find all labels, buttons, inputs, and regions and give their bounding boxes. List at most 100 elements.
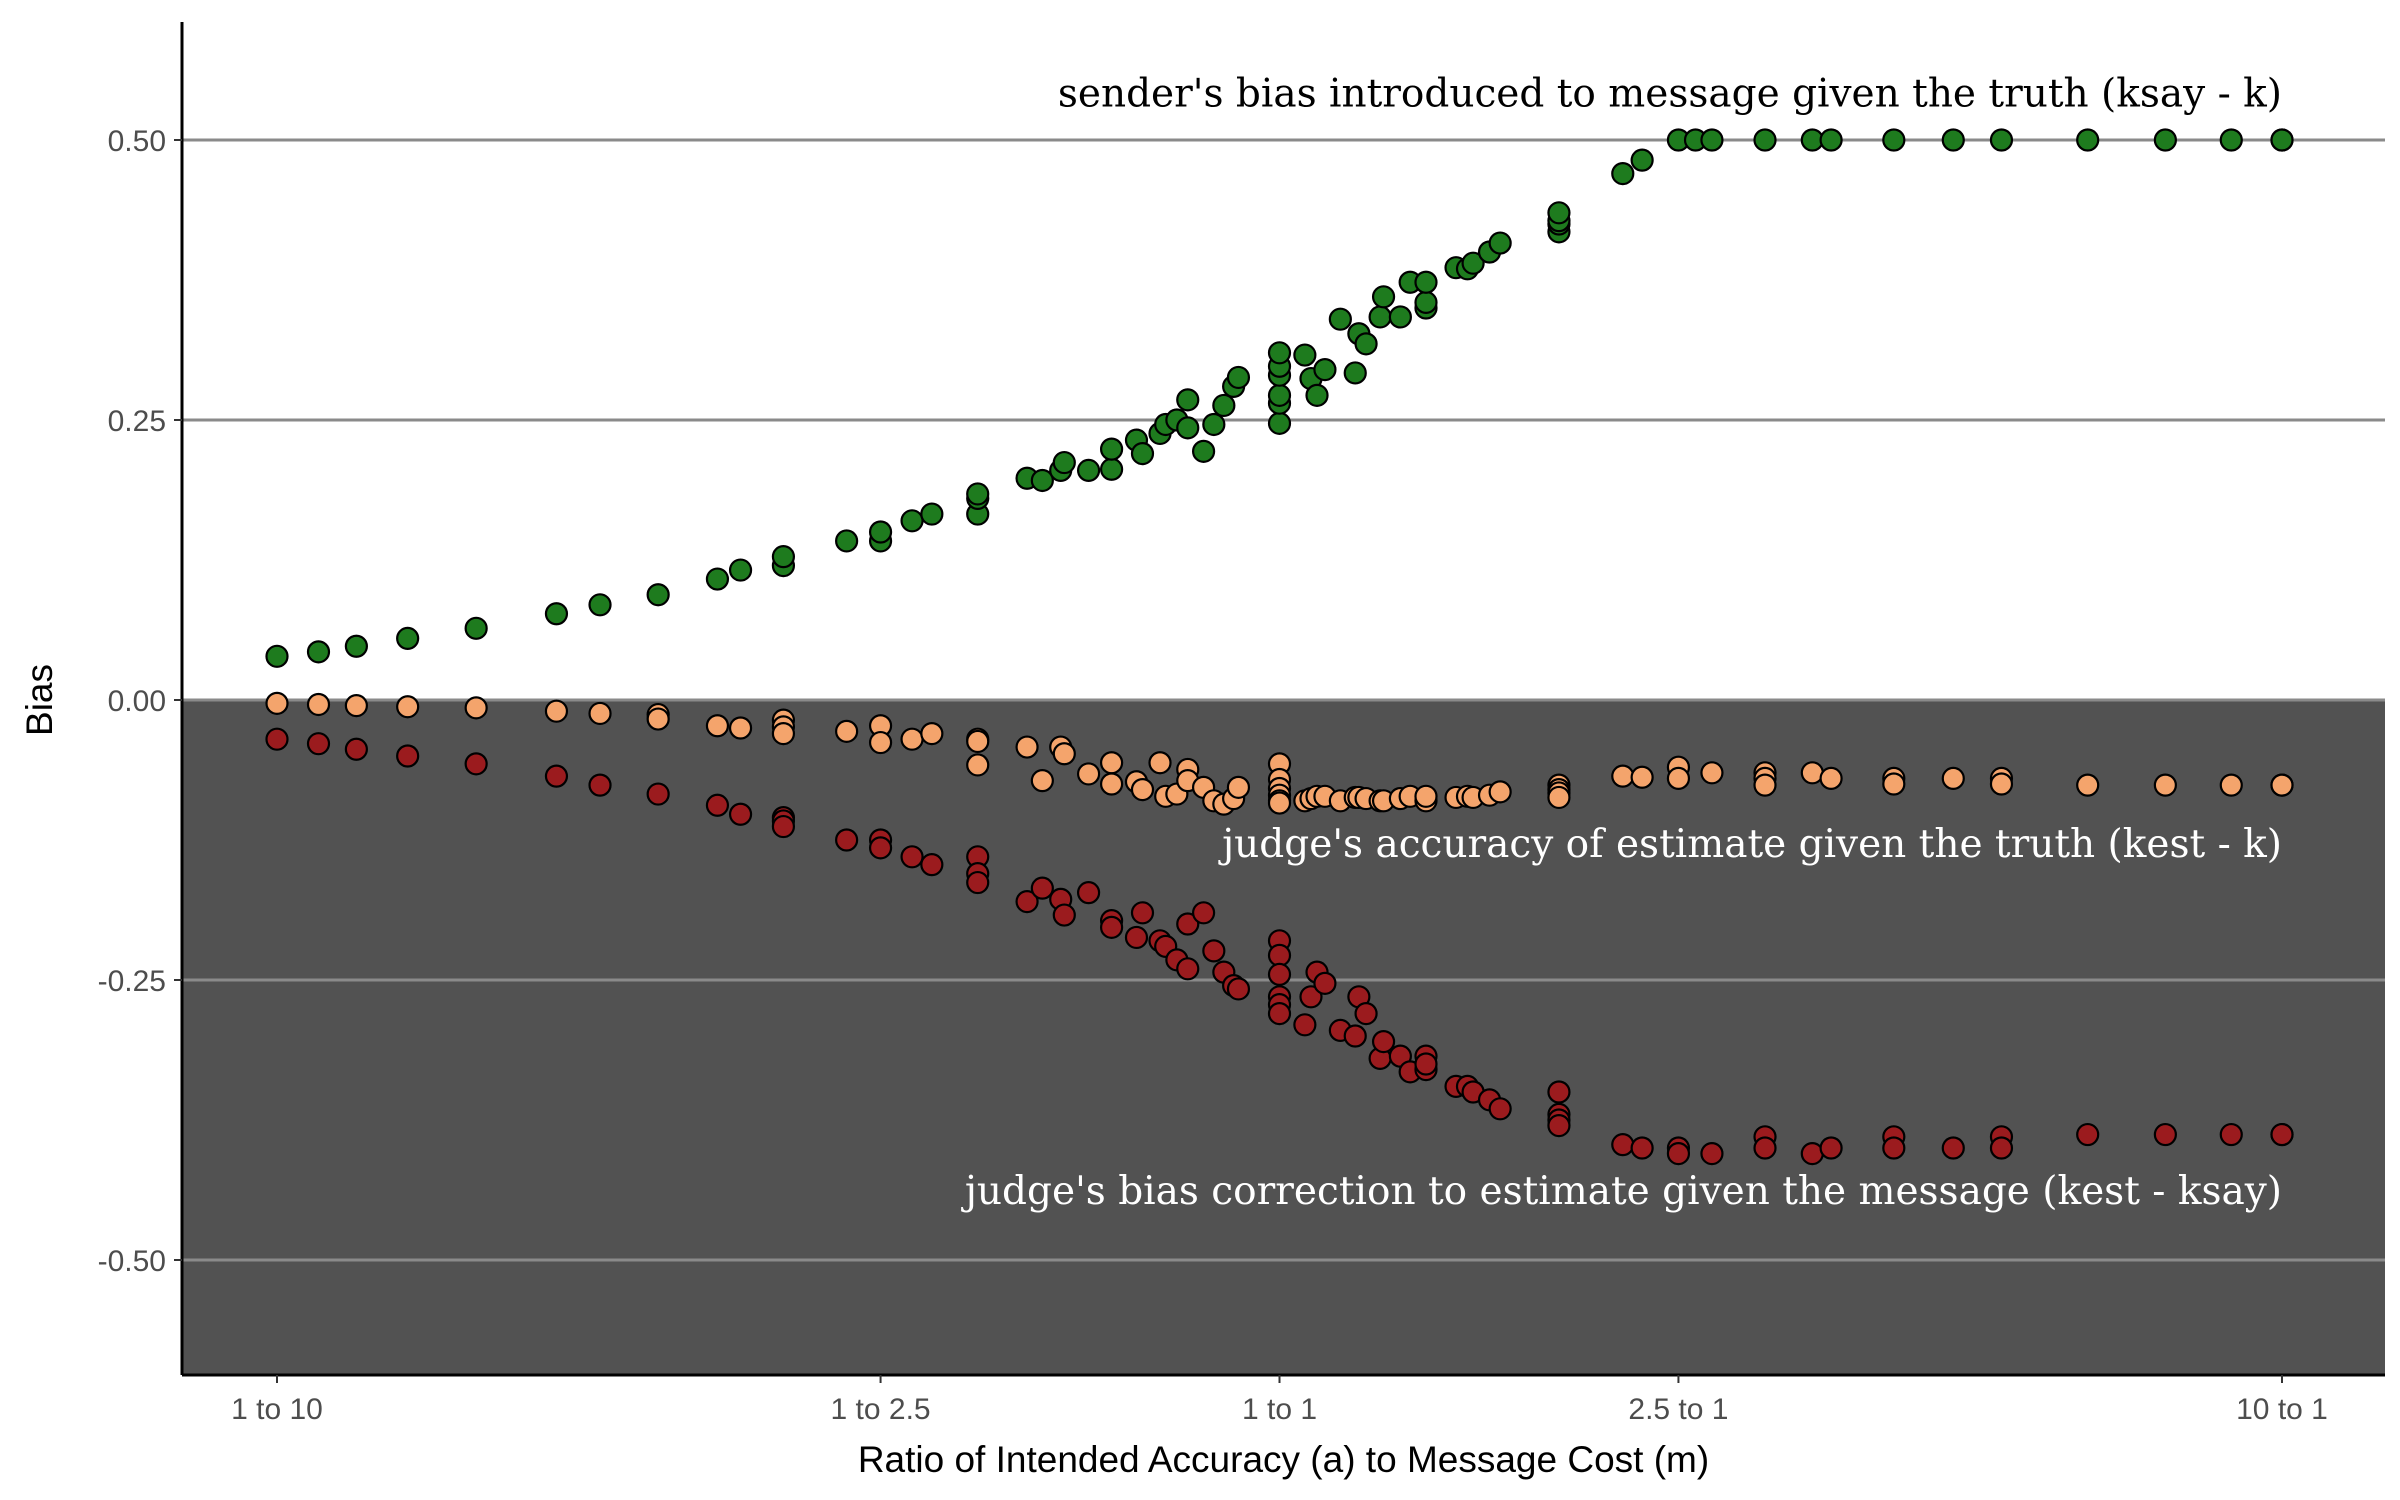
data-point-series-2 — [966, 753, 990, 777]
data-point-series-1 — [1313, 358, 1337, 382]
x-tick-label: 10 to 1 — [2236, 1393, 2328, 1426]
data-point-series-3 — [1267, 1001, 1292, 1026]
data-point-series-1 — [1267, 411, 1292, 435]
x-tick-label: 1 to 1 — [1242, 1393, 1317, 1426]
data-point-series-1 — [1293, 343, 1317, 367]
data-point-series-3 — [1819, 1136, 1843, 1160]
data-point-series-1 — [1989, 128, 2014, 152]
data-point-series-2 — [1099, 772, 1124, 796]
data-point-series-3 — [868, 836, 893, 860]
data-point-series-2 — [265, 691, 289, 715]
data-point-series-3 — [1989, 1136, 2014, 1160]
data-point-series-2 — [900, 727, 924, 751]
x-tick-label: 2.5 to 1 — [1628, 1393, 1728, 1426]
data-point-series-1 — [966, 482, 990, 506]
y-tick-label: -0.25 — [98, 965, 166, 998]
data-point-series-1 — [835, 529, 859, 553]
y-tick-label: 0.50 — [108, 125, 166, 158]
data-point-series-3 — [1354, 1001, 1378, 1026]
data-point-series-1 — [1547, 201, 1571, 225]
data-point-series-3 — [900, 845, 924, 869]
data-point-series-2 — [1941, 766, 1965, 791]
data-point-series-2 — [1130, 777, 1155, 802]
data-point-series-2 — [544, 699, 569, 723]
data-point-series-3 — [728, 802, 753, 826]
data-point-series-3 — [2219, 1122, 2243, 1147]
data-point-series-1 — [1414, 290, 1438, 314]
data-point-series-1 — [771, 545, 796, 569]
data-point-series-2 — [920, 721, 944, 746]
y-tick-label: 0.25 — [108, 405, 166, 438]
data-point-series-1 — [1753, 128, 1777, 152]
data-point-series-2 — [1076, 762, 1101, 786]
x-tick-label: 1 to 2.5 — [831, 1393, 931, 1426]
data-point-series-3 — [1547, 1113, 1571, 1138]
data-point-series-1 — [1630, 148, 1654, 172]
data-point-series-1 — [705, 567, 730, 591]
data-point-series-2 — [868, 730, 893, 755]
data-point-series-2 — [588, 701, 612, 726]
data-point-series-3 — [2270, 1122, 2294, 1147]
data-point-series-3 — [544, 764, 569, 788]
data-point-series-1 — [868, 520, 893, 544]
data-point-series-1 — [588, 593, 612, 617]
data-point-series-1 — [1354, 332, 1378, 356]
data-point-series-1 — [1191, 439, 1216, 463]
data-point-series-3 — [966, 870, 990, 895]
data-point-series-1 — [464, 616, 488, 640]
data-point-series-2 — [1488, 780, 1512, 804]
data-point-series-3 — [1191, 901, 1216, 925]
data-point-series-3 — [920, 853, 944, 877]
data-point-series-1 — [1212, 393, 1236, 418]
data-point-series-3 — [1882, 1136, 1906, 1160]
data-point-series-1 — [1052, 450, 1076, 475]
data-point-series-3 — [1700, 1141, 1724, 1166]
data-point-series-1 — [900, 509, 924, 533]
data-point-series-2 — [1015, 735, 1039, 759]
data-point-series-2 — [1267, 791, 1292, 815]
data-point-series-2 — [771, 721, 796, 746]
data-point-series-1 — [1414, 270, 1438, 294]
data-point-series-1 — [1461, 251, 1485, 275]
data-point-series-3 — [1124, 925, 1149, 950]
data-point-series-2 — [1030, 769, 1054, 793]
annotation-2: judge's accuracy of estimate given the t… — [1218, 822, 2282, 867]
data-point-series-2 — [728, 716, 753, 740]
data-point-series-1 — [1819, 128, 1843, 152]
data-point-series-3 — [1343, 1024, 1367, 1048]
data-point-series-1 — [2076, 128, 2100, 152]
data-point-series-2 — [1547, 785, 1571, 810]
data-point-series-3 — [306, 732, 331, 756]
data-point-series-1 — [306, 640, 331, 664]
x-axis-ticks: 1 to 10 1 to 2.5 1 to 1 2.5 to 1 10 to 1 — [231, 1375, 2328, 1426]
data-point-series-1 — [1099, 457, 1124, 481]
data-point-series-3 — [1488, 1097, 1512, 1121]
data-point-series-2 — [966, 729, 990, 754]
data-point-series-3 — [1176, 957, 1200, 981]
data-point-series-2 — [306, 692, 331, 717]
data-point-series-3 — [1630, 1136, 1654, 1160]
data-point-series-3 — [1226, 977, 1251, 1001]
data-point-series-2 — [1753, 773, 1777, 797]
data-point-series-1 — [1176, 388, 1200, 412]
data-point-series-3 — [705, 793, 730, 817]
data-point-series-1 — [344, 634, 368, 658]
data-point-series-1 — [1099, 437, 1124, 461]
data-point-series-3 — [1547, 1080, 1571, 1104]
data-point-series-3 — [1130, 901, 1155, 925]
data-point-series-2 — [1226, 775, 1251, 799]
data-point-series-3 — [1015, 889, 1039, 914]
data-point-series-3 — [1030, 876, 1054, 900]
data-point-series-3 — [588, 773, 612, 797]
data-point-series-3 — [835, 828, 859, 852]
data-point-series-3 — [1202, 939, 1226, 963]
data-point-series-1 — [1267, 383, 1292, 407]
data-point-series-1 — [396, 626, 420, 651]
data-point-series-1 — [1371, 285, 1396, 309]
data-point-series-2 — [2270, 773, 2294, 797]
y-axis-ticks: 0.50 0.25 0.00 -0.25 -0.50 — [98, 125, 182, 1278]
data-point-series-2 — [2219, 773, 2243, 797]
data-point-series-1 — [544, 602, 569, 626]
data-point-series-3 — [2076, 1122, 2100, 1147]
